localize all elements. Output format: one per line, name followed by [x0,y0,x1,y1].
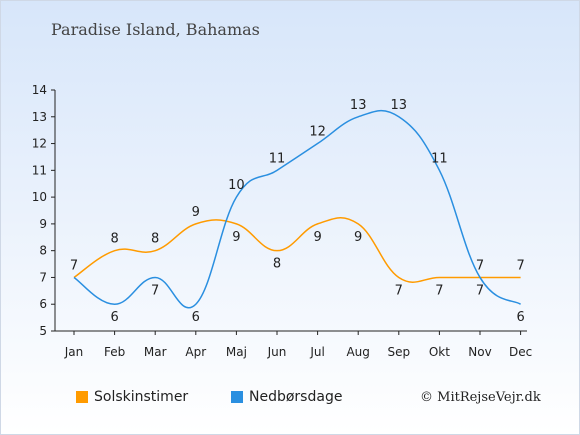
chart-title: Paradise Island, Bahamas [51,20,260,39]
data-label-sunshine: 7 [435,283,443,298]
copyright-text: © MitRejseVejr.dk [420,390,541,405]
y-tick-label: 13 [32,110,47,124]
data-label-rain-days: 7 [476,283,484,298]
data-label-rain-days: 6 [110,310,118,325]
data-label-rain-days: 6 [516,310,524,325]
data-label-rain-days: 13 [350,98,367,113]
y-tick-label: 10 [32,190,47,204]
data-label-rain-days: 13 [391,98,408,113]
data-label-rain-days: 11 [431,151,448,166]
data-label-sunshine: 7 [516,258,524,273]
y-tick-label: 8 [39,244,47,258]
y-tick-label: 6 [39,297,47,311]
data-label-rain-days: 12 [309,125,326,140]
data-label-sunshine: 7 [70,258,78,273]
x-tick-label: Nov [468,345,491,359]
series-line-sunshine [73,217,521,283]
data-label-rain-days: 10 [228,178,245,193]
x-tick-label: Jun [267,345,287,359]
legend-label-sunshine: Solskinstimer [94,389,189,405]
legend-item-rain-days: Nedbørsdage [231,389,342,405]
legend-label-rain-days: Nedbørsdage [249,389,343,405]
x-tick-label: Jan [64,345,84,359]
data-label-sunshine: 8 [151,232,159,247]
data-label-rain-days: 7 [151,283,159,298]
x-tick-label: Sep [387,345,410,359]
data-label-sunshine: 8 [273,257,281,272]
data-label-sunshine: 8 [110,232,118,247]
y-tick-label: 9 [39,217,47,231]
data-label-sunshine: 9 [192,205,200,220]
data-label-sunshine: 9 [232,230,240,245]
y-tick-label: 12 [32,137,47,151]
data-label-sunshine: 7 [476,258,484,273]
x-tick-label: Feb [104,345,125,359]
y-tick-label: 5 [39,324,47,338]
x-tick-label: Maj [226,345,247,359]
x-tick-label: Mar [144,345,167,359]
data-label-sunshine: 7 [395,283,403,298]
x-tick-label: Aug [346,345,369,359]
data-label-sunshine: 9 [313,230,321,245]
legend-swatch-sunshine [76,391,88,403]
series-line-rain-days [73,109,522,309]
data-label-rain-days: 6 [192,310,200,325]
y-tick-label: 11 [32,163,47,177]
x-tick-label: Apr [185,345,206,359]
legend-swatch-rain-days [231,391,243,403]
legend-item-sunshine: Solskinstimer [76,389,188,405]
x-tick-label: Okt [429,345,450,359]
x-tick-label: Jul [309,345,324,359]
x-tick-label: Dec [509,345,532,359]
y-tick-label: 14 [32,83,47,97]
data-label-sunshine: 9 [354,230,362,245]
data-label-rain-days: 11 [269,151,286,166]
y-tick-label: 7 [39,270,47,284]
